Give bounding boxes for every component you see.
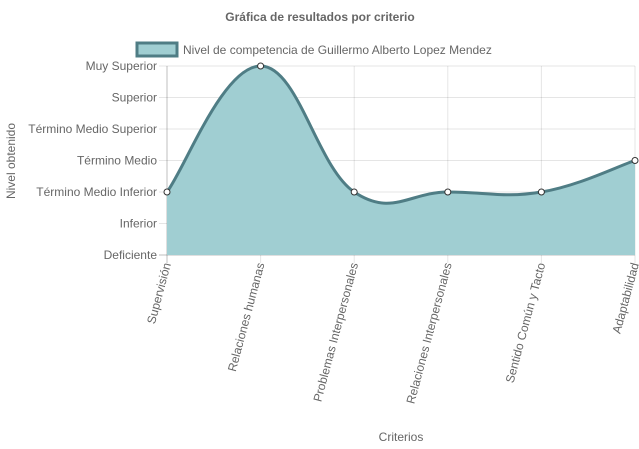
series-area-fill (167, 66, 635, 255)
x-tick-label: Relaciones humanas (225, 261, 268, 373)
x-axis-title: Criterios (379, 430, 424, 444)
y-tick-label: Deficiente (104, 248, 158, 262)
x-tick-label: Adaptabilidad (610, 261, 639, 335)
y-tick-label: Término Medio Superior (28, 122, 157, 136)
y-axis-ticks: Deficiente Inferior Término Medio Inferior… (28, 59, 157, 262)
y-tick-label: Superior (112, 91, 157, 105)
data-point[interactable] (631, 157, 639, 164)
x-tick-label: Relaciones Interpersonales (404, 261, 455, 405)
x-axis-ticks: Supervisión Relaciones humanas Problemas I… (144, 261, 639, 405)
legend[interactable]: Nivel de competencia de Guillermo Albert… (135, 41, 492, 58)
data-point[interactable] (163, 188, 171, 196)
y-tick-label: Término Medio Inferior (36, 185, 157, 199)
data-point[interactable] (537, 188, 545, 196)
legend-label[interactable]: Nivel de competencia de Guillermo Albert… (183, 43, 492, 57)
x-tick-label: Problemas Interpersonales (310, 261, 361, 403)
y-tick-label: Término Medio (77, 154, 157, 168)
data-points (163, 62, 639, 196)
y-axis-title: Nivel obtenido (4, 123, 18, 199)
data-point[interactable] (444, 188, 452, 196)
data-point[interactable] (350, 188, 358, 196)
y-tick-label: Muy Superior (86, 59, 157, 73)
y-tick-label: Inferior (120, 217, 157, 231)
legend-swatch[interactable] (135, 41, 179, 58)
data-point[interactable] (257, 62, 265, 70)
x-tick-label: Sentido Común y Tacto (503, 261, 549, 385)
x-tick-label: Supervisión (144, 261, 174, 325)
chart-title: Gráfica de resultados por criterio (225, 10, 414, 24)
